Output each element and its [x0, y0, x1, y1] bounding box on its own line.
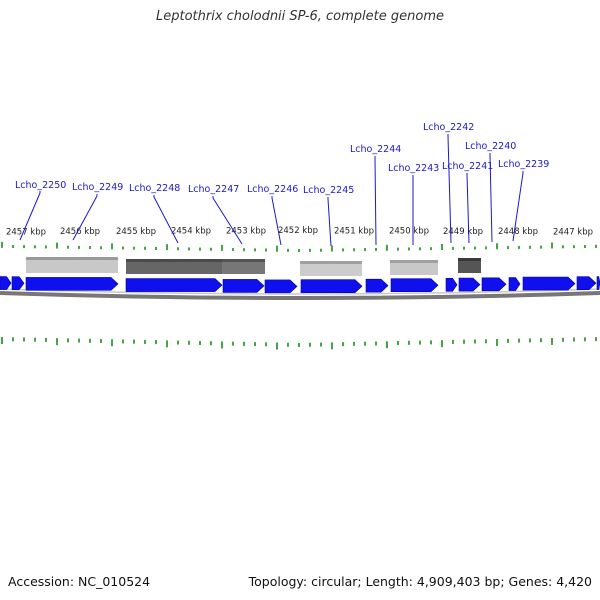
gene-arrow: [222, 279, 265, 293]
gene-label: Lcho_2242: [423, 122, 474, 133]
kbp-label: 2457 kbp: [6, 227, 46, 237]
feature-block-edge: [26, 257, 118, 260]
callout-line: [153, 195, 179, 244]
callout-line: [327, 197, 332, 247]
kbp-label: 2447 kbp: [553, 227, 593, 237]
kbp-label: 2455 kbp: [116, 227, 156, 237]
gene-arrow: [264, 279, 298, 294]
map-title: Leptothrix cholodnii SP-6, complete geno…: [156, 9, 444, 24]
kbp-label: 2449 kbp: [443, 227, 483, 237]
gene-label: Lcho_2240: [465, 141, 516, 152]
feature-block: [26, 257, 118, 273]
kbp-label: 2448 kbp: [498, 227, 538, 237]
gene-arrow: [596, 276, 600, 290]
feature-block: [458, 258, 481, 273]
gene-arrow: [445, 277, 458, 292]
gene-label: Lcho_2243: [388, 163, 439, 174]
lower-tick-row: [1, 337, 597, 350]
kbp-label: 2454 kbp: [171, 227, 211, 237]
feature-block: [222, 259, 265, 274]
gene-label: Lcho_2246: [247, 184, 298, 195]
gene-label: Lcho_2244: [350, 144, 401, 155]
feature-block-edge: [222, 259, 265, 262]
upper-tick-row: [1, 241, 597, 252]
summary-text: Topology: circular; Length: 4,909,403 bp…: [248, 574, 592, 589]
feature-shading: [26, 257, 481, 276]
gene-arrow: [390, 278, 439, 293]
callout-line: [19, 191, 41, 241]
callout-line: [212, 196, 243, 245]
gene-callouts: Lcho_2250 Lcho_2249 Lcho_2248 Lcho_2247 Lcho…: [15, 122, 549, 247]
gene-label: Lcho_2248: [129, 183, 180, 194]
gene-arrow: [11, 276, 25, 291]
callout-line: [447, 134, 452, 244]
backbone-line-light: [0, 288, 600, 295]
callout-line: [72, 194, 98, 241]
kbp-label: 2451 kbp: [334, 226, 374, 236]
kbp-label: 2456 kbp: [60, 227, 100, 237]
feature-block-edge: [390, 260, 438, 263]
gene-arrow: [576, 276, 597, 290]
gene-arrow: [458, 277, 481, 292]
gene-arrow: [300, 279, 363, 294]
gene-label: Lcho_2241: [442, 161, 493, 172]
gene-label: Lcho_2247: [188, 184, 239, 195]
feature-block: [126, 259, 222, 274]
gene-arrow: [508, 277, 521, 291]
feature-block-edge: [126, 259, 222, 262]
backbone: [0, 288, 600, 300]
gene-label: Lcho_2239: [498, 159, 549, 170]
feature-block: [300, 261, 362, 276]
feature-block: [390, 260, 438, 275]
gene-label: Lcho_2250: [15, 180, 66, 191]
gene-track: [0, 276, 600, 294]
callout-line: [512, 171, 524, 242]
gene-arrow: [481, 277, 507, 292]
feature-block-edge: [458, 258, 481, 261]
feature-block-edge: [300, 261, 362, 264]
callout-line: [466, 173, 470, 244]
gene-label: Lcho_2245: [303, 185, 354, 196]
kbp-scale: 2457 kbp 2456 kbp 2455 kbp 2454 kbp 2453 kbp…: [6, 226, 593, 237]
callout-line: [271, 196, 282, 246]
gene-arrow: [365, 278, 389, 293]
gene-arrow: [25, 277, 119, 291]
callout-line: [489, 153, 493, 243]
accession-text: Accession: NC_010524: [8, 574, 151, 589]
gene-arrow: [0, 276, 12, 290]
gene-arrow: [125, 278, 223, 292]
gene-arrow: [522, 276, 576, 291]
gene-label: Lcho_2249: [72, 182, 123, 193]
kbp-label: 2452 kbp: [278, 226, 318, 236]
kbp-label: 2453 kbp: [226, 226, 266, 236]
backbone-line: [0, 291, 600, 300]
kbp-label: 2450 kbp: [389, 227, 429, 237]
callout-line: [374, 156, 377, 246]
